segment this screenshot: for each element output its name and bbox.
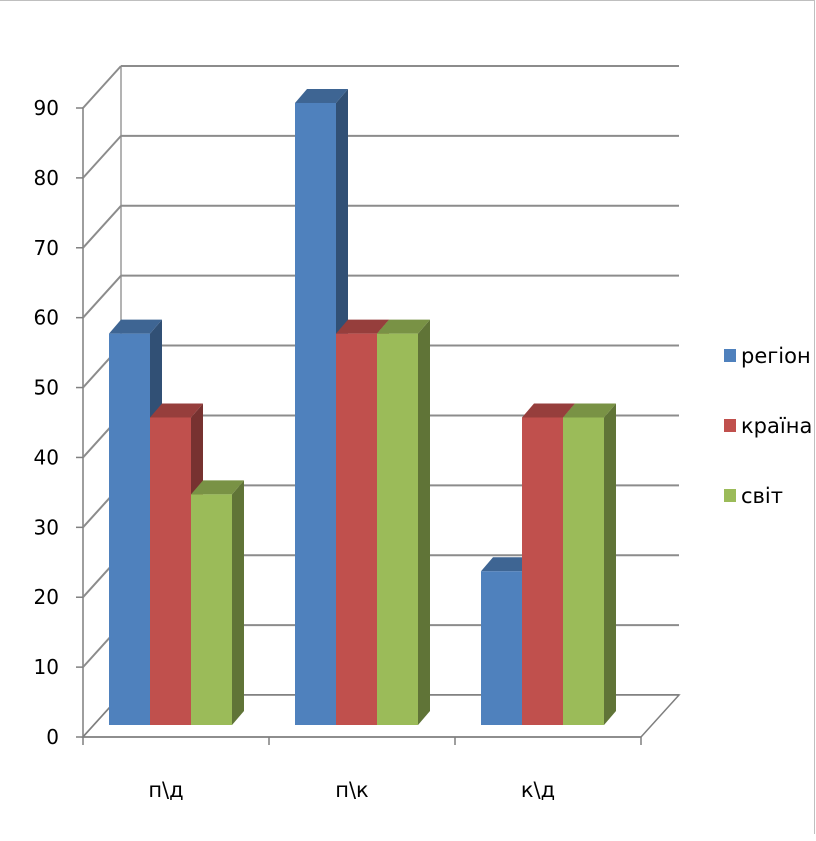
bar: [377, 320, 430, 725]
gridline-side: [83, 276, 121, 318]
bar-front: [109, 334, 150, 725]
bar-front: [522, 417, 563, 725]
y-tick-label: 0: [46, 725, 59, 749]
y-tick-label: 30: [34, 515, 59, 539]
bar-front: [191, 494, 232, 725]
legend-item: світ: [724, 484, 783, 508]
legend-item: регіон: [724, 344, 811, 368]
y-tick-label: 50: [34, 376, 59, 400]
bar-front: [150, 417, 191, 725]
bars: [109, 89, 616, 725]
legend: регіон країна світ: [724, 344, 812, 508]
legend-swatch: [724, 489, 736, 502]
legend-item: країна: [724, 414, 812, 438]
y-tick-label: 70: [34, 236, 59, 260]
bar-side: [418, 320, 430, 725]
gridline-side: [83, 136, 121, 178]
legend-label: регіон: [741, 344, 811, 368]
legend-swatch: [724, 419, 736, 432]
bar: [563, 403, 616, 725]
y-tick-label: 90: [34, 96, 59, 120]
x-tick-label: к\д: [521, 778, 555, 802]
bar-side: [232, 480, 244, 725]
y-tick-label: 80: [34, 166, 59, 190]
y-tick-label: 10: [34, 655, 59, 679]
legend-swatch: [724, 349, 736, 362]
bar-front: [295, 103, 336, 725]
y-tick-label: 60: [34, 306, 59, 330]
x-tick-label: п\д: [148, 778, 183, 802]
gridline-side: [83, 66, 121, 108]
bar-front: [336, 334, 377, 725]
bar-front: [377, 334, 418, 725]
bar-front: [563, 417, 604, 725]
bar-front: [481, 571, 522, 725]
y-axis-ticks: 0 10 20 30 40 50 60 70 80 90: [34, 96, 83, 749]
gridline-side: [83, 206, 121, 248]
y-tick-label: 20: [34, 585, 59, 609]
x-axis: п\д п\к к\д: [83, 737, 641, 802]
legend-label: країна: [741, 414, 812, 438]
legend-label: світ: [741, 484, 783, 508]
bar: [191, 480, 244, 725]
y-tick-label: 40: [34, 445, 59, 469]
bar-side: [604, 403, 616, 725]
x-tick-label: п\к: [335, 778, 369, 802]
